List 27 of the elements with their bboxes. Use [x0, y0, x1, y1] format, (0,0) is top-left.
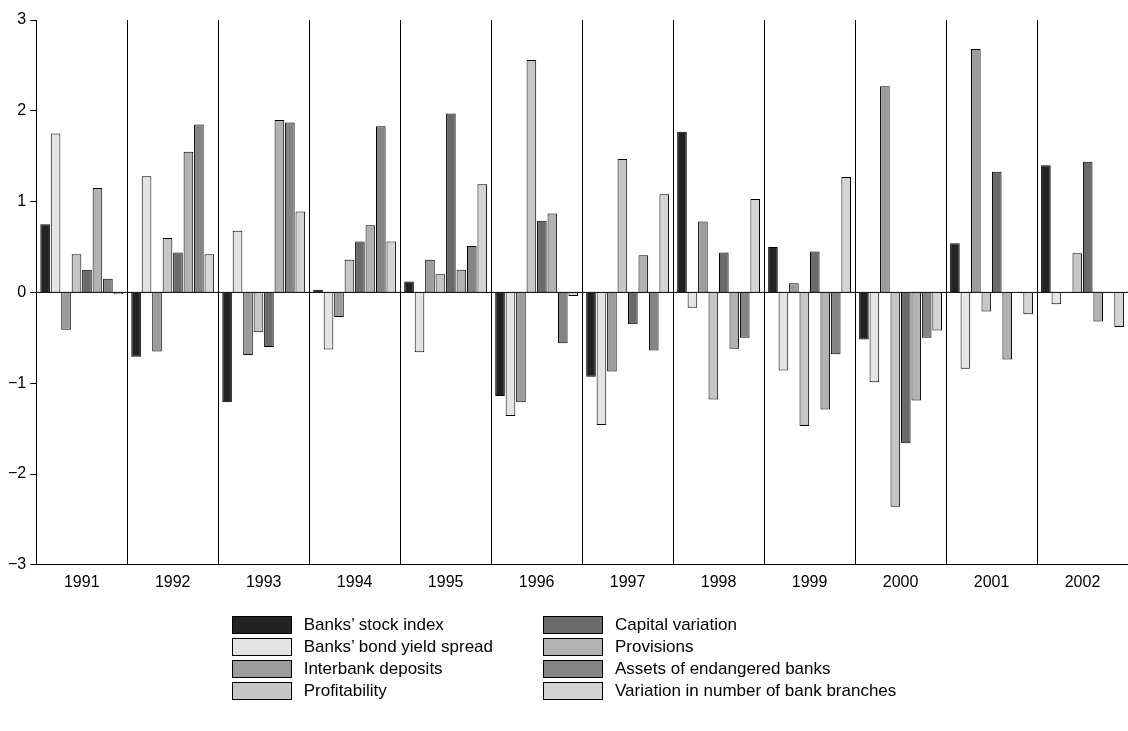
y-tick-label: 2: [17, 101, 27, 119]
x-tick-label: 2000: [882, 572, 919, 590]
x-tick-label: 1996: [518, 572, 555, 590]
legend-label: Assets of endangered banks: [615, 659, 831, 679]
y-tick-label: 3: [17, 10, 27, 28]
legend-label: Provisions: [615, 637, 694, 657]
x-tick-label: 1997: [609, 572, 646, 590]
x-tick-label: 1995: [427, 572, 464, 590]
legend-label: Banks’ stock index: [303, 615, 444, 635]
y-tick-label: 1: [17, 192, 27, 210]
legend-label: Interbank deposits: [303, 659, 443, 679]
x-tick-label: 1999: [791, 572, 828, 590]
y-tick-label: −3: [7, 555, 27, 573]
x-tick-label: 2002: [1064, 572, 1101, 590]
legend-label: Capital variation: [615, 615, 737, 635]
legend-label: Profitability: [303, 681, 387, 701]
legend-label: Banks’ bond yield spread: [303, 637, 494, 657]
y-tick-label: −2: [7, 464, 27, 482]
y-tick-label: 0: [17, 282, 27, 300]
x-tick-label: 1992: [154, 572, 191, 590]
x-tick-label: 1998: [700, 572, 737, 590]
x-tick-label: 1991: [63, 572, 100, 590]
x-tick-label: 2001: [973, 572, 1010, 590]
x-tick-label: 1994: [336, 572, 373, 590]
legend-label: Variation in number of bank branches: [615, 681, 897, 701]
x-tick-label: 1993: [245, 572, 282, 590]
y-tick-label: −1: [7, 373, 27, 391]
